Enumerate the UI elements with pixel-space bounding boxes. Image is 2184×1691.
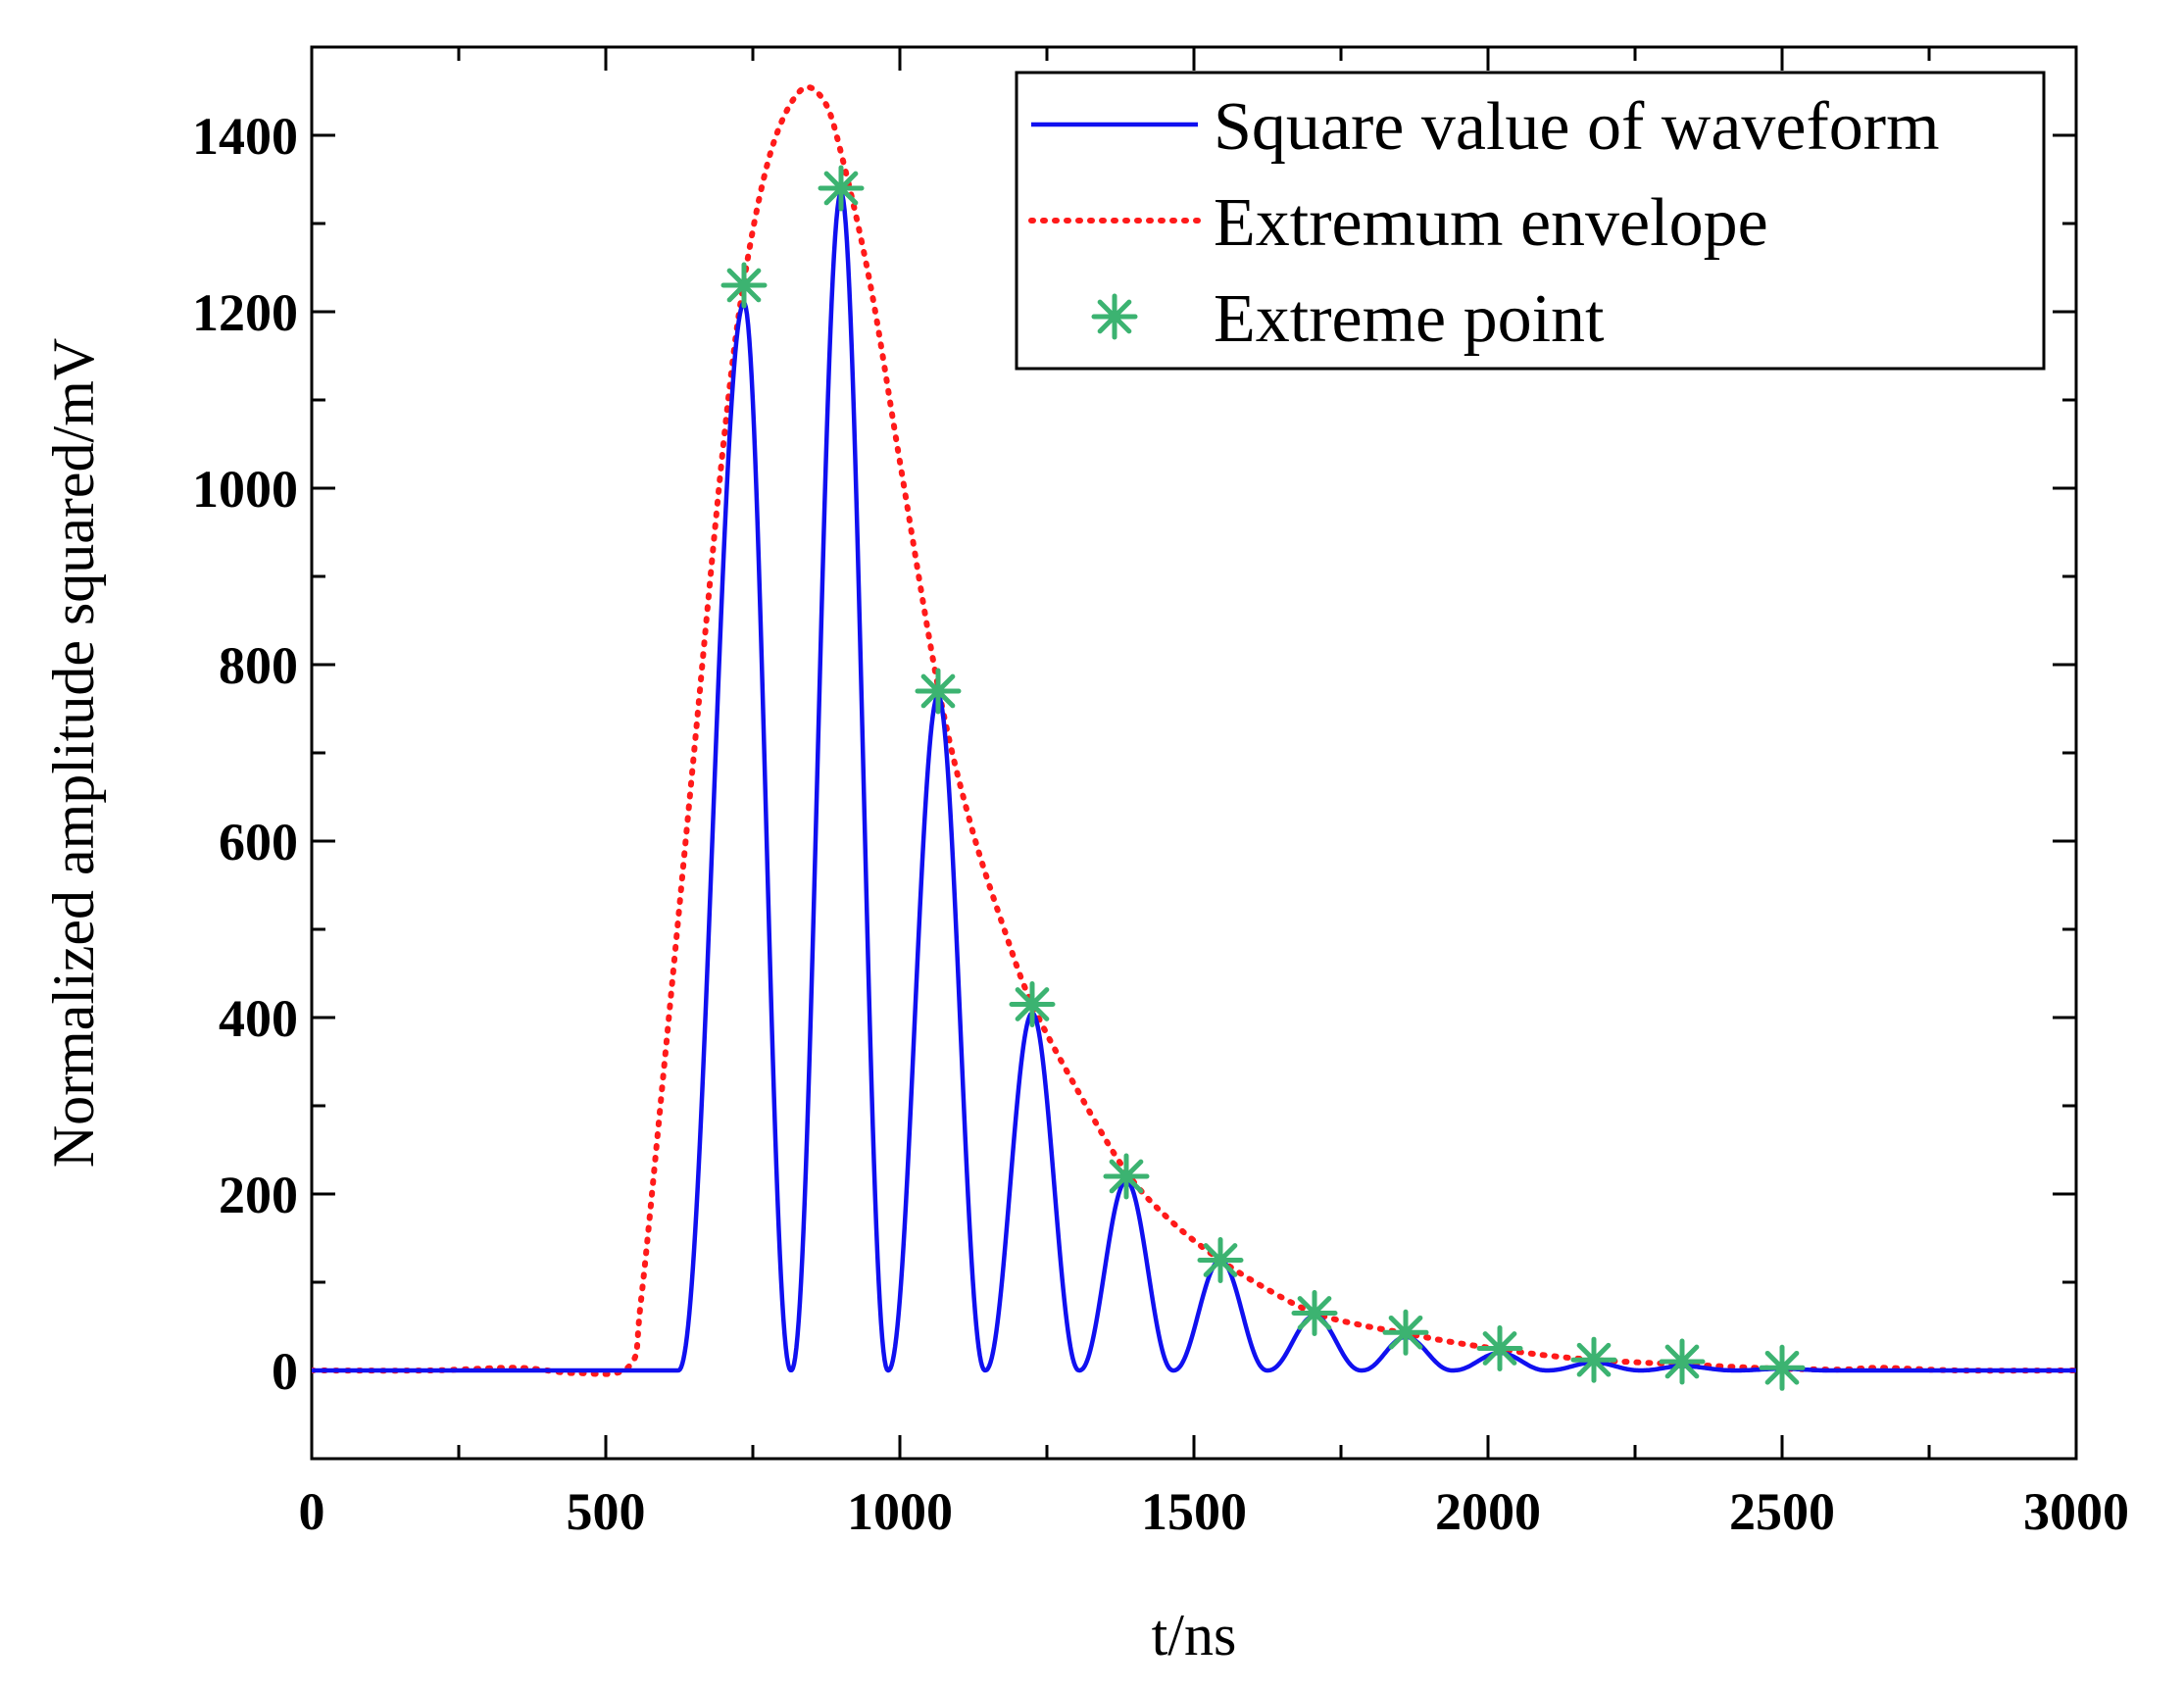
legend-envelope-label: Extremum envelope [1214, 185, 1768, 261]
y-tick-label: 1200 [192, 283, 298, 342]
y-tick-label: 400 [219, 989, 298, 1048]
legend-asterisk-icon [1091, 293, 1138, 340]
y-tick-label: 1400 [192, 107, 298, 166]
x-axis-title: t/ns [1152, 1603, 1237, 1667]
envelope-series-line [312, 84, 2076, 1377]
x-tick-label: 1500 [1141, 1482, 1247, 1541]
x-tick-label: 0 [299, 1482, 325, 1541]
extreme-point [1659, 1338, 1706, 1385]
x-tick-label: 2500 [1729, 1482, 1835, 1541]
legend-point-marker [1091, 293, 1138, 340]
extreme-point [1291, 1290, 1338, 1336]
legend-waveform-label: Square value of waveform [1214, 89, 1940, 165]
x-tick-label: 500 [567, 1482, 646, 1541]
extreme-point [1382, 1309, 1429, 1356]
extreme-point [915, 668, 962, 715]
legend-point-label: Extreme point [1214, 281, 1605, 357]
x-tick-label: 1000 [847, 1482, 953, 1541]
extreme-point [818, 165, 865, 212]
extreme-point [1197, 1237, 1244, 1283]
extreme-points [720, 165, 1806, 1391]
y-tick-label: 1000 [192, 460, 298, 519]
y-tick-label: 600 [219, 813, 298, 871]
extreme-point [1103, 1153, 1150, 1200]
legend: Square value of waveform Extremum envelo… [1015, 71, 2046, 371]
y-tick-label: 0 [272, 1342, 298, 1401]
extreme-point [1009, 981, 1056, 1027]
extreme-point [1570, 1336, 1617, 1383]
y-tick-label: 200 [219, 1166, 298, 1224]
extreme-point [720, 262, 768, 309]
x-tick-label: 3000 [2023, 1482, 2129, 1541]
x-tick-label: 2000 [1435, 1482, 1541, 1541]
y-tick-labels: 0 200 400 600 800 1000 1200 1400 [192, 107, 298, 1401]
extreme-point [1759, 1344, 1806, 1391]
axis-ticks [310, 45, 2078, 1461]
x-tick-labels: 0 500 1000 1500 2000 2500 3000 [299, 1482, 2130, 1541]
y-tick-label: 800 [219, 636, 298, 695]
extreme-point [1476, 1325, 1523, 1371]
y-axis-title: Normalized amplitude squared/mV [41, 338, 106, 1168]
